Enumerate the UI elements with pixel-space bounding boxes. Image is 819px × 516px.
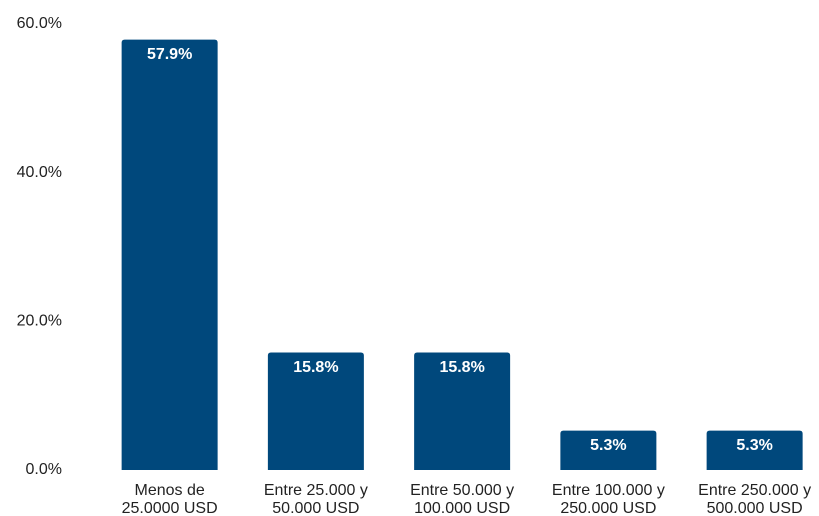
y-tick-label: 60.0% xyxy=(17,15,62,32)
y-tick-label: 0.0% xyxy=(26,461,62,478)
value-label: 57.9% xyxy=(147,46,192,63)
x-tick-label: Entre 100.000 y 250.000 USD xyxy=(551,482,665,516)
value-label: 5.3% xyxy=(590,437,626,454)
x-tick-label: Entre 250.000 y 500.000 USD xyxy=(698,482,812,516)
bar xyxy=(560,430,657,470)
y-tick-label: 40.0% xyxy=(17,164,62,181)
bar xyxy=(267,352,364,470)
bar xyxy=(706,430,803,470)
y-tick-label: 20.0% xyxy=(17,313,62,330)
x-tick-label: Entre 25.000 y 50.000 USD xyxy=(263,482,368,516)
x-tick-label: Entre 50.000 y 100.000 USD xyxy=(410,482,515,516)
value-label: 5.3% xyxy=(736,437,772,454)
value-label: 15.8% xyxy=(293,359,338,376)
x-tick-label: Menos de 25.0000 USD xyxy=(121,482,218,516)
bar xyxy=(121,39,218,471)
value-label: 15.8% xyxy=(439,359,484,376)
bar xyxy=(414,352,511,470)
